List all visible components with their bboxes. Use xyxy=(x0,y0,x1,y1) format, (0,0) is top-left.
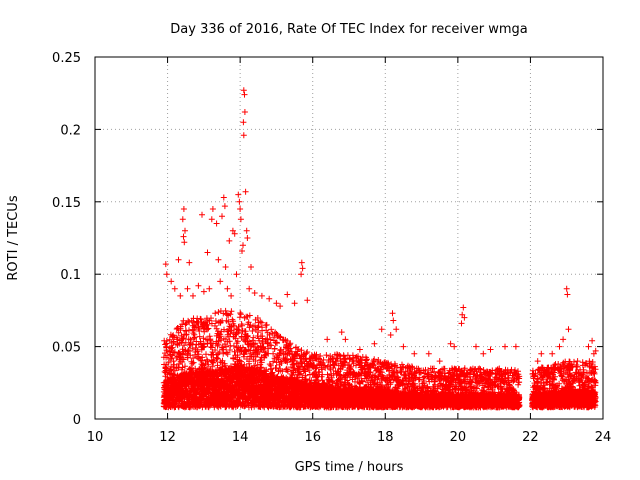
y-tick-label: 0.25 xyxy=(52,51,81,66)
y-tick-label: 0.05 xyxy=(52,341,81,356)
y-tick-label: 0 xyxy=(73,413,81,428)
x-tick-label: 18 xyxy=(377,430,394,445)
x-tick-label: 12 xyxy=(159,430,176,445)
y-tick-label: 0.2 xyxy=(60,123,81,138)
y-tick-label: 0.15 xyxy=(52,196,81,211)
x-tick-label: 22 xyxy=(522,430,539,445)
chart-title: Day 336 of 2016, Rate Of TEC Index for r… xyxy=(170,22,527,37)
tick-labels: 10 12 14 16 18 20 22 24 0 0.05 0.1 0.15 0.2 0.25 xyxy=(52,51,611,445)
x-tick-label: 10 xyxy=(87,430,104,445)
y-axis-label: ROTI / TECUs xyxy=(6,195,21,280)
gridlines xyxy=(95,57,603,419)
axis-ticks xyxy=(94,56,604,420)
x-tick-label: 14 xyxy=(232,430,249,445)
data-points xyxy=(160,87,599,411)
x-axis-label: GPS time / hours xyxy=(295,460,404,475)
y-tick-label: 0.1 xyxy=(60,268,81,283)
roti-point-markers xyxy=(160,87,599,411)
x-tick-label: 20 xyxy=(450,430,467,445)
x-tick-label: 24 xyxy=(595,430,612,445)
plot-frame xyxy=(94,56,604,420)
x-tick-label: 16 xyxy=(304,430,321,445)
